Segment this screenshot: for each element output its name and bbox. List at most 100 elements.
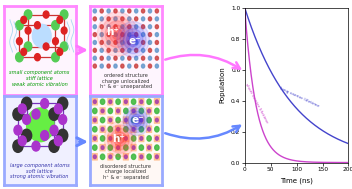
Circle shape <box>155 9 158 13</box>
Text: e⁻: e⁻ <box>131 115 144 125</box>
Text: ordered structure
charge unlocalized
h⁺ & e⁻ unseparated: ordered structure charge unlocalized h⁺ … <box>100 73 152 89</box>
Circle shape <box>155 127 159 132</box>
Circle shape <box>52 38 58 45</box>
Circle shape <box>142 56 145 60</box>
Circle shape <box>134 25 138 29</box>
Circle shape <box>101 109 104 113</box>
Circle shape <box>18 136 26 146</box>
Ellipse shape <box>112 29 122 40</box>
Circle shape <box>100 99 105 104</box>
Circle shape <box>107 9 110 13</box>
Ellipse shape <box>120 25 146 54</box>
Circle shape <box>147 154 151 160</box>
Ellipse shape <box>114 132 126 146</box>
Circle shape <box>24 10 32 19</box>
Circle shape <box>59 115 67 124</box>
Circle shape <box>93 64 96 68</box>
Circle shape <box>100 25 103 29</box>
Circle shape <box>149 48 152 52</box>
Circle shape <box>155 56 158 60</box>
FancyBboxPatch shape <box>92 135 98 142</box>
Circle shape <box>61 27 67 34</box>
Circle shape <box>100 40 103 44</box>
Circle shape <box>142 9 145 13</box>
Circle shape <box>140 155 143 159</box>
Circle shape <box>128 25 131 29</box>
FancyBboxPatch shape <box>100 125 106 133</box>
FancyBboxPatch shape <box>115 144 121 151</box>
Circle shape <box>155 33 158 36</box>
Text: h⁺: h⁺ <box>106 27 119 37</box>
Circle shape <box>61 10 68 19</box>
Circle shape <box>93 145 97 150</box>
Circle shape <box>101 146 104 149</box>
Circle shape <box>49 140 59 152</box>
Text: h⁺: h⁺ <box>112 134 125 144</box>
Circle shape <box>124 145 128 150</box>
Circle shape <box>131 99 136 104</box>
Circle shape <box>128 56 131 60</box>
Circle shape <box>21 129 32 142</box>
Circle shape <box>114 40 117 44</box>
Circle shape <box>131 136 136 141</box>
Circle shape <box>121 48 124 52</box>
Circle shape <box>17 38 22 45</box>
Circle shape <box>149 25 152 29</box>
Circle shape <box>49 108 59 120</box>
Circle shape <box>149 64 152 68</box>
Circle shape <box>147 99 151 104</box>
Circle shape <box>155 64 158 68</box>
Circle shape <box>139 145 144 150</box>
Text: small component atoms
stiff lattice
weak atomic vibration: small component atoms stiff lattice weak… <box>10 70 70 87</box>
Circle shape <box>155 48 158 52</box>
Circle shape <box>142 40 145 44</box>
Circle shape <box>121 9 124 13</box>
Circle shape <box>128 40 131 44</box>
FancyBboxPatch shape <box>154 98 160 105</box>
Circle shape <box>140 118 143 122</box>
Circle shape <box>148 146 151 149</box>
FancyBboxPatch shape <box>92 98 98 105</box>
Text: large component atoms
soft lattice
strong atomic vibration: large component atoms soft lattice stron… <box>10 163 69 179</box>
Circle shape <box>18 104 26 114</box>
Circle shape <box>124 137 127 140</box>
Circle shape <box>148 109 151 113</box>
Circle shape <box>124 155 127 159</box>
Circle shape <box>109 155 112 159</box>
Circle shape <box>100 154 105 160</box>
Ellipse shape <box>133 117 140 124</box>
FancyBboxPatch shape <box>138 153 144 161</box>
Ellipse shape <box>126 108 147 132</box>
Circle shape <box>114 48 117 52</box>
FancyBboxPatch shape <box>100 144 106 151</box>
Circle shape <box>155 25 158 29</box>
Circle shape <box>93 9 96 13</box>
Circle shape <box>21 48 27 55</box>
Circle shape <box>156 155 158 159</box>
Circle shape <box>41 99 49 108</box>
Circle shape <box>132 109 135 113</box>
Ellipse shape <box>105 21 129 47</box>
FancyBboxPatch shape <box>115 107 121 115</box>
Circle shape <box>21 16 27 23</box>
Circle shape <box>134 17 138 21</box>
Circle shape <box>100 9 103 13</box>
Circle shape <box>117 109 120 113</box>
Circle shape <box>34 54 40 61</box>
Circle shape <box>108 127 113 132</box>
FancyBboxPatch shape <box>138 98 144 105</box>
Circle shape <box>107 56 110 60</box>
FancyBboxPatch shape <box>154 153 160 161</box>
Circle shape <box>43 11 49 18</box>
Circle shape <box>15 53 23 62</box>
Circle shape <box>93 127 97 132</box>
Circle shape <box>100 56 103 60</box>
Circle shape <box>58 97 68 110</box>
Circle shape <box>107 64 110 68</box>
FancyBboxPatch shape <box>138 116 144 124</box>
Circle shape <box>124 118 127 122</box>
Circle shape <box>109 100 112 104</box>
Circle shape <box>107 40 110 44</box>
FancyBboxPatch shape <box>131 125 137 133</box>
Circle shape <box>148 128 151 131</box>
